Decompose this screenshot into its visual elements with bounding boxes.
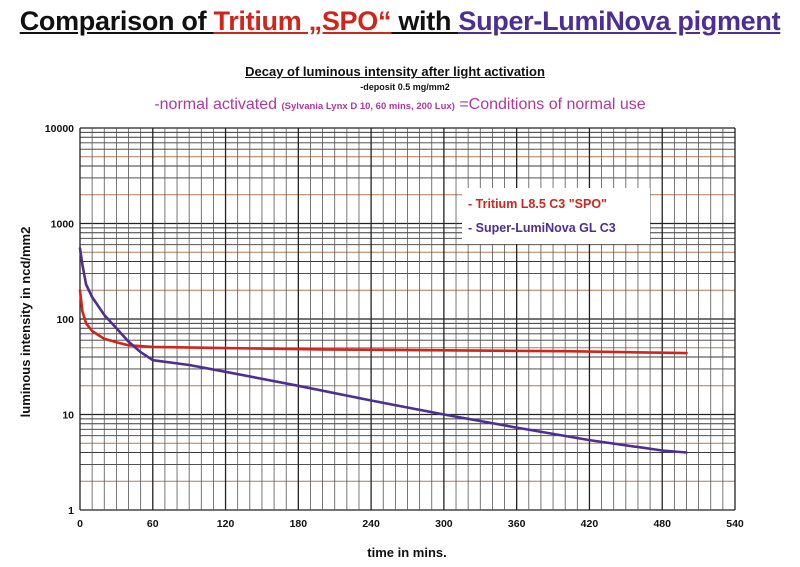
title-part-tritium: Tritium „SPO“ (213, 6, 392, 36)
tritium-series-line (78, 288, 688, 355)
conditions-line: -normal activated (Sylvania Lynx D 10, 6… (0, 96, 800, 114)
chart-title: Comparison of Tritium „SPO“ with Super-L… (0, 6, 800, 37)
series-lines (78, 247, 688, 454)
y-tick-label: 100 (56, 314, 74, 326)
deposit-note: -deposit 0.5 mg/mm2 (360, 82, 450, 92)
chart-subtitle: Decay of luminous intensity after light … (245, 64, 545, 79)
legend-entry: - Tritium L8.5 C3 "SPO" (468, 197, 607, 211)
x-tick-label: 60 (147, 518, 159, 530)
title-part-with: with (391, 6, 459, 36)
legend-entry: - Super-LumiNova GL C3 (468, 221, 616, 235)
luminova-series-line (78, 247, 688, 454)
x-tick-label: 480 (653, 518, 671, 530)
x-tick-label: 540 (726, 518, 744, 530)
y-tick-label: 1 (68, 505, 74, 517)
condition-start: -normal activated (154, 96, 282, 113)
y-axis-label: luminous intensity in ncd/mm2 (18, 227, 33, 418)
x-tick-label: 180 (290, 518, 308, 530)
x-tick-label: 300 (435, 518, 453, 530)
title-part-luminova: Super-LumiNova pigment (458, 6, 781, 36)
y-tick-label: 1000 (51, 219, 75, 231)
legend-box (462, 188, 650, 244)
x-tick-label: 420 (581, 518, 599, 530)
x-axis-label: time in mins. (367, 545, 446, 560)
grid (79, 127, 736, 511)
condition-detail: (Sylvania Lynx D 10, 60 mins, 200 Lux) (281, 101, 455, 112)
condition-end: =Conditions of normal use (454, 96, 646, 113)
x-tick-label: 360 (508, 518, 526, 530)
title-part-comparison: Comparison of (19, 6, 214, 36)
y-tick-label: 10000 (45, 123, 74, 135)
x-tick-label: 240 (362, 518, 380, 530)
y-tick-label: 10 (62, 410, 74, 422)
x-tick-label: 120 (217, 518, 235, 530)
legend: - Tritium L8.5 C3 "SPO" - Super-LumiNova … (462, 188, 650, 244)
tick-labels: 0 60 120 180 240 300 360 420 480 540 1 10 100 1000 100… (45, 123, 744, 530)
x-tick-label: 0 (77, 518, 83, 530)
